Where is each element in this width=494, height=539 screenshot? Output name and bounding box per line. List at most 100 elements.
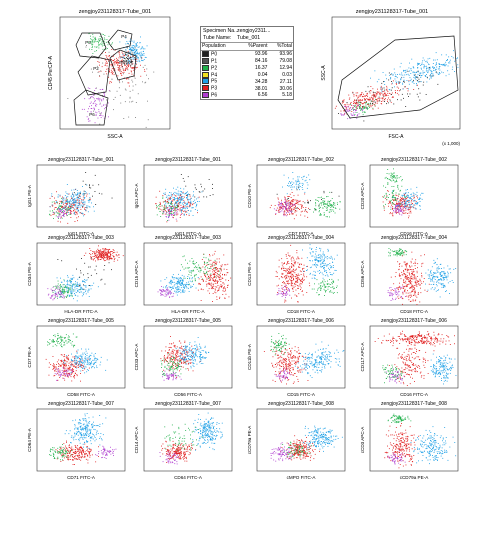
event-dot bbox=[90, 97, 91, 98]
event-dot bbox=[412, 200, 414, 202]
event-dot bbox=[331, 282, 333, 284]
event-dot bbox=[304, 180, 306, 182]
event-dot bbox=[60, 206, 62, 207]
event-dot bbox=[81, 258, 82, 259]
event-dot bbox=[100, 114, 102, 116]
event-dot bbox=[209, 292, 210, 294]
event-dot bbox=[168, 210, 170, 212]
event-dot bbox=[85, 286, 87, 288]
event-dot bbox=[380, 87, 382, 88]
event-dot bbox=[61, 203, 63, 205]
event-dot bbox=[282, 294, 283, 296]
event-dot bbox=[400, 202, 402, 204]
event-dot bbox=[83, 292, 85, 294]
event-dot bbox=[175, 287, 177, 288]
event-dot bbox=[408, 74, 410, 76]
event-dot bbox=[178, 279, 180, 281]
event-dot bbox=[331, 198, 333, 199]
event-dot bbox=[356, 99, 358, 101]
event-dot bbox=[382, 196, 384, 198]
event-dot bbox=[285, 215, 287, 217]
event-dot bbox=[318, 204, 320, 206]
event-dot bbox=[94, 50, 96, 52]
event-dot bbox=[329, 291, 331, 293]
event-dot bbox=[390, 77, 392, 78]
event-dot bbox=[59, 296, 61, 298]
event-dot bbox=[417, 71, 419, 73]
event-dot bbox=[130, 59, 132, 61]
plot-xlabel: IgG1 FITC-A bbox=[175, 231, 202, 236]
event-dot bbox=[294, 269, 296, 271]
plot-title: zengjoy231128317-Tube_004 bbox=[268, 235, 334, 241]
event-dot bbox=[286, 263, 287, 265]
event-dot bbox=[388, 79, 390, 81]
event-dot bbox=[393, 176, 395, 177]
event-dot bbox=[275, 209, 277, 211]
event-dot bbox=[72, 202, 74, 204]
event-dot bbox=[101, 112, 102, 114]
event-dot bbox=[95, 260, 96, 262]
event-dot bbox=[51, 195, 53, 197]
event-dot bbox=[375, 98, 376, 100]
event-dot bbox=[214, 264, 216, 266]
event-dot bbox=[166, 277, 168, 279]
event-dot bbox=[204, 273, 205, 275]
event-dot bbox=[421, 263, 423, 265]
event-dot bbox=[219, 297, 220, 299]
plot-ylabel: CD13 PE-A bbox=[247, 261, 252, 286]
event-dot bbox=[65, 212, 66, 214]
event-dot bbox=[163, 210, 165, 212]
event-dot bbox=[136, 45, 138, 47]
event-dot bbox=[177, 194, 179, 196]
event-dot bbox=[103, 250, 105, 252]
event-dot bbox=[73, 212, 75, 214]
event-dot bbox=[117, 61, 119, 63]
event-dot bbox=[290, 244, 292, 246]
event-dot bbox=[55, 211, 57, 213]
event-dot bbox=[365, 90, 367, 92]
event-dot bbox=[354, 109, 356, 110]
event-dot bbox=[97, 259, 99, 261]
event-dot bbox=[68, 214, 70, 215]
event-dot bbox=[404, 291, 406, 293]
event-cloud bbox=[390, 251, 430, 305]
event-dot bbox=[124, 58, 125, 59]
event-dot bbox=[184, 287, 185, 289]
event-dot bbox=[96, 46, 98, 48]
event-dot bbox=[402, 83, 404, 85]
event-dot bbox=[300, 271, 302, 273]
event-dot bbox=[66, 197, 68, 199]
event-dot bbox=[121, 59, 123, 61]
event-dot bbox=[170, 211, 172, 213]
event-dot bbox=[212, 254, 214, 256]
event-dot bbox=[433, 67, 435, 69]
event-dot bbox=[190, 270, 192, 272]
event-dot bbox=[69, 289, 71, 291]
event-dot bbox=[379, 93, 381, 95]
event-dot bbox=[320, 282, 322, 284]
event-dot bbox=[223, 268, 225, 270]
event-dot bbox=[398, 209, 399, 211]
event-dot bbox=[139, 42, 141, 43]
event-dot bbox=[75, 200, 76, 202]
event-dot bbox=[109, 55, 111, 57]
event-dot bbox=[161, 205, 163, 207]
event-dot bbox=[446, 60, 447, 61]
event-dot bbox=[58, 288, 60, 290]
event-dot bbox=[216, 268, 218, 269]
event-dot bbox=[291, 297, 292, 299]
event-dot bbox=[422, 57, 424, 59]
event-dot bbox=[402, 212, 403, 214]
event-dot bbox=[209, 276, 211, 278]
event-dot bbox=[74, 290, 76, 292]
event-dot bbox=[100, 70, 102, 72]
event-dot bbox=[135, 84, 137, 86]
event-dot bbox=[376, 81, 378, 83]
event-dot bbox=[419, 63, 421, 65]
event-dot bbox=[410, 206, 412, 208]
event-dot bbox=[82, 292, 84, 294]
event-dot bbox=[182, 193, 184, 194]
event-dot bbox=[71, 279, 73, 280]
event-dot bbox=[198, 196, 200, 198]
gate-label: P5 bbox=[119, 60, 125, 65]
